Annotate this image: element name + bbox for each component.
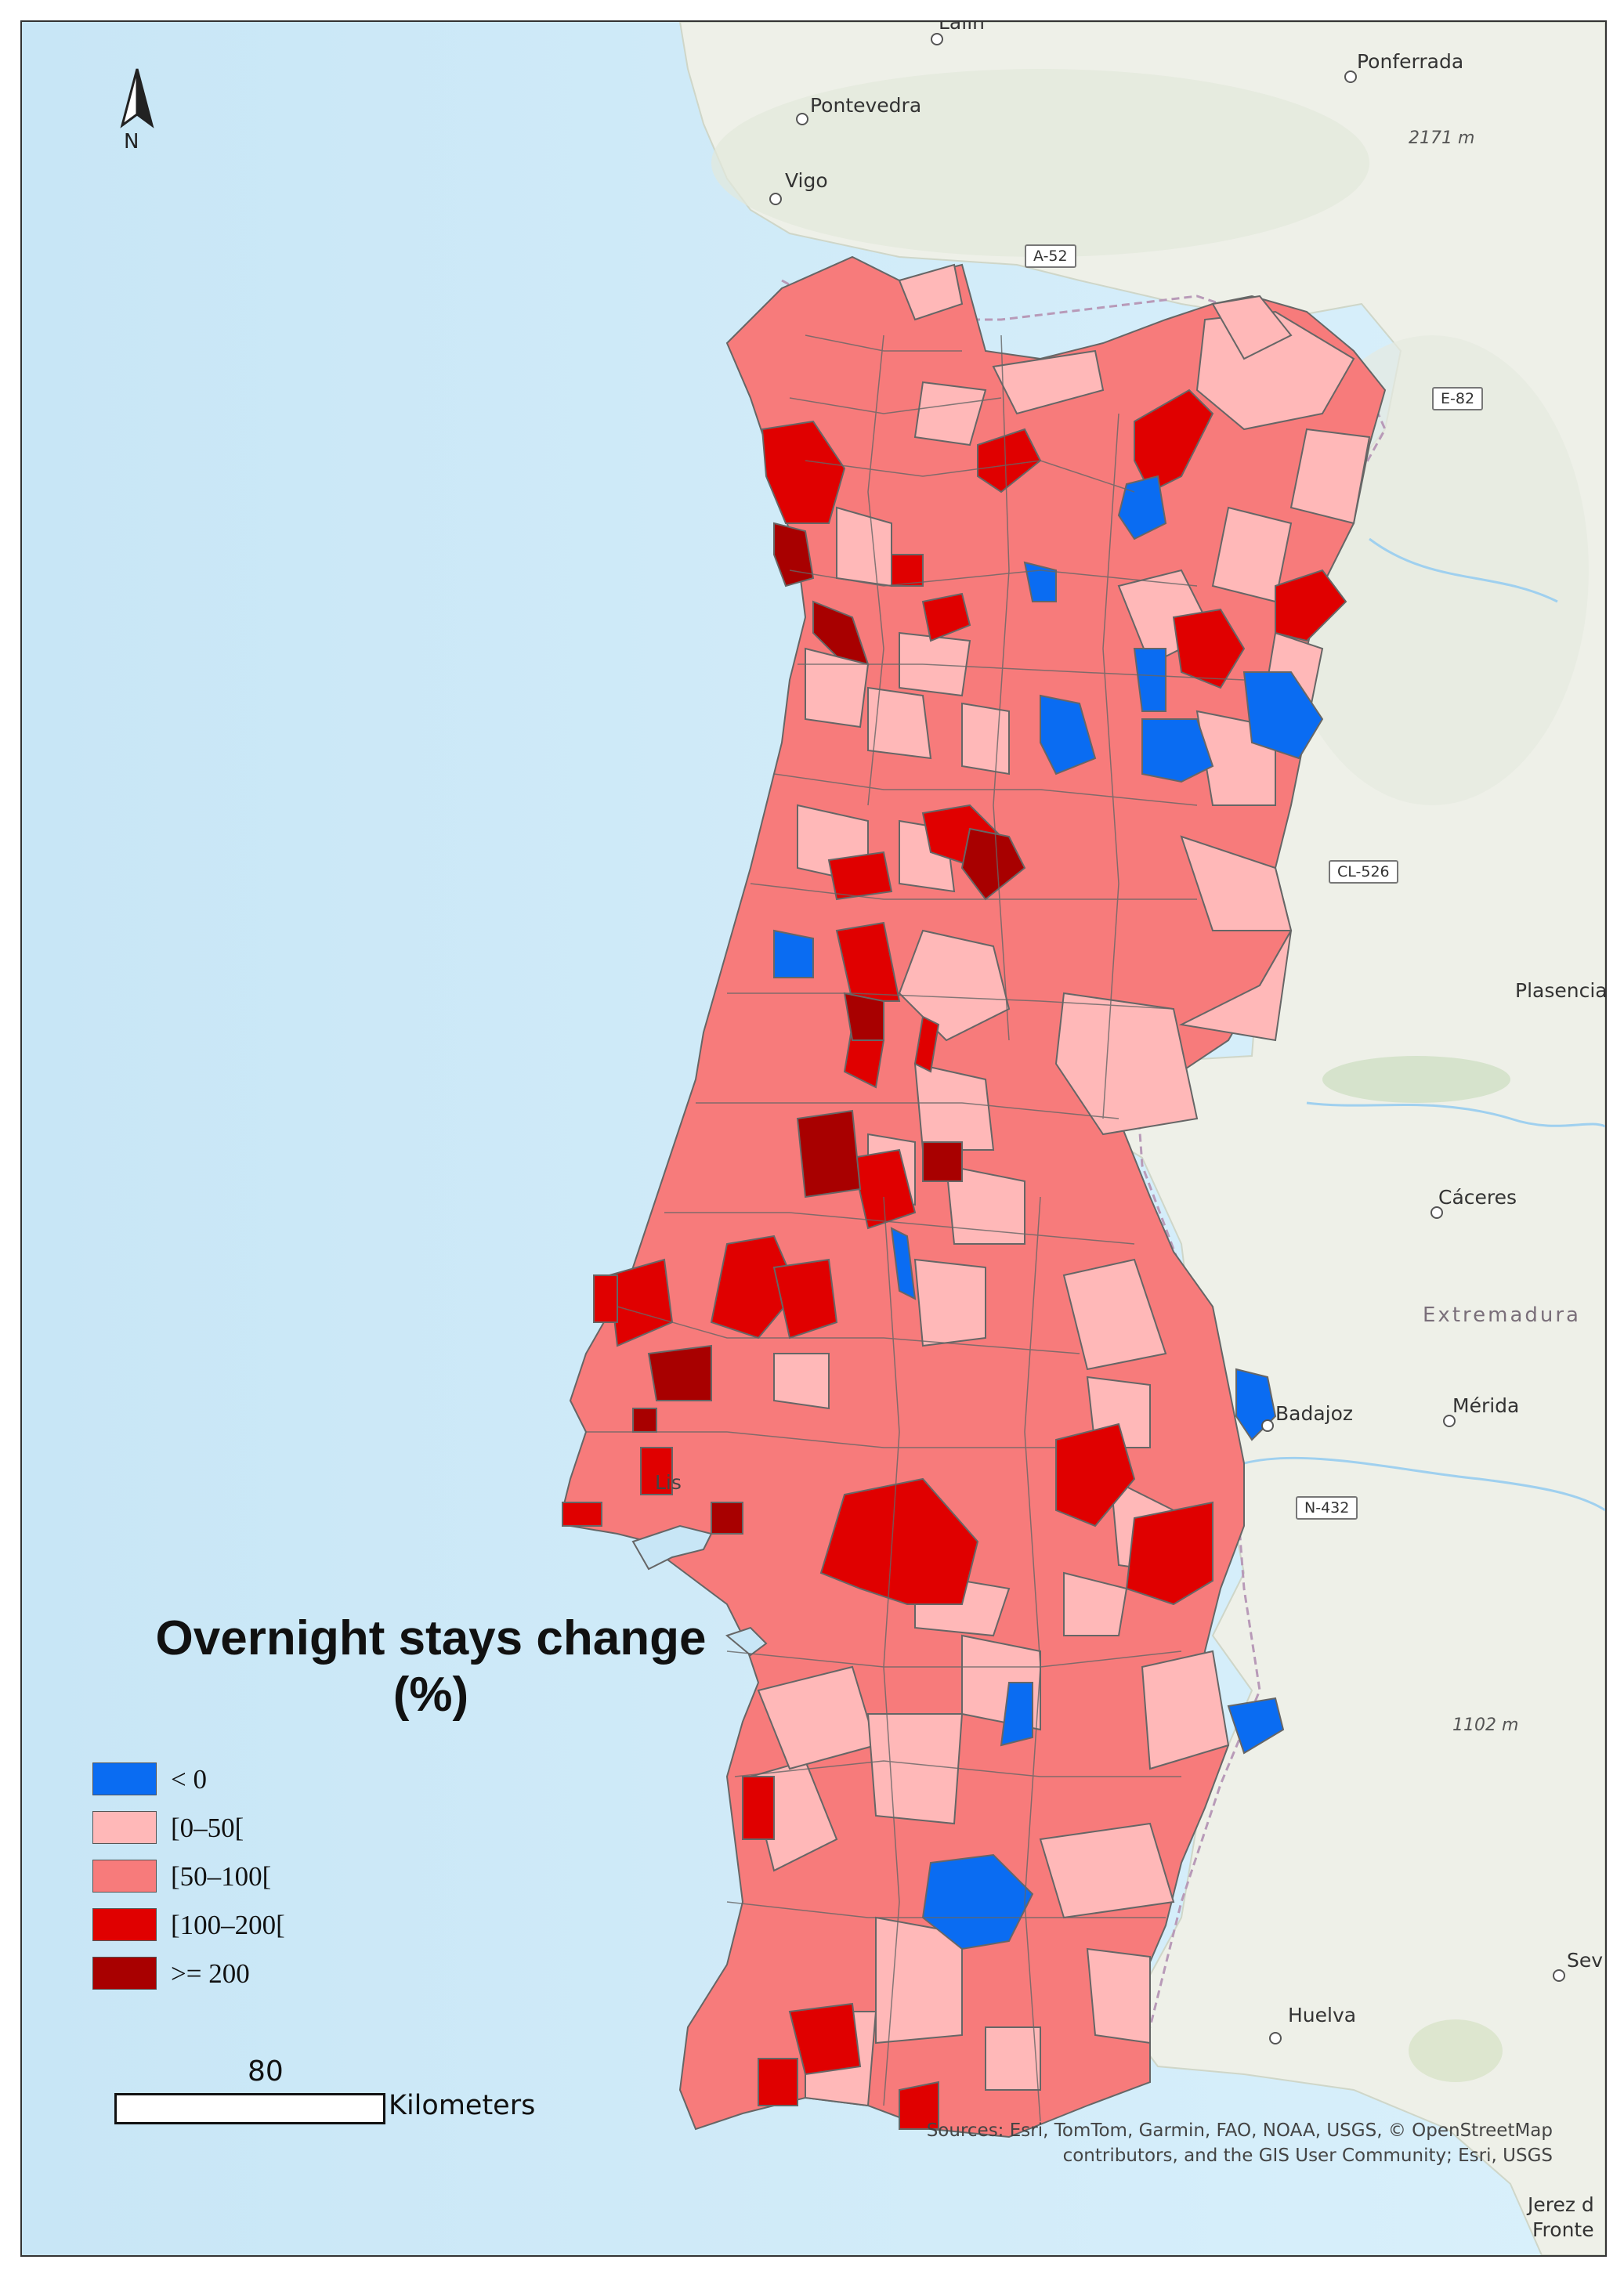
legend-title-line1: Overnight stays change	[155, 1611, 707, 1665]
place-huelva: Huelva	[1288, 2004, 1357, 2026]
scale-value: 80	[248, 2055, 284, 2088]
legend-swatch	[92, 1762, 157, 1795]
north-label: N	[124, 130, 139, 154]
city-dot-sevilla	[1553, 1969, 1565, 1982]
class-200-plus-regions	[632, 522, 1026, 1535]
map-frame: Lalin Ponferrada Pontevedra 2171 m Vigo …	[20, 20, 1607, 2257]
place-lalin: Lalin	[939, 20, 985, 34]
legend-swatch	[92, 1957, 157, 1990]
legend-swatch	[92, 1811, 157, 1844]
city-dot-pontevedra	[796, 113, 808, 125]
map-canvas	[22, 22, 1605, 2255]
tagus-estuary	[631, 1524, 713, 1571]
scale-unit: Kilometers	[389, 2090, 536, 2121]
scale-bar	[114, 2093, 385, 2124]
place-jerez-line1: Jerez d	[1528, 2193, 1594, 2216]
legend-label: [0–50[	[171, 1813, 244, 1843]
city-dot-ponferrada	[1344, 70, 1357, 83]
city-dot-vigo	[769, 193, 782, 205]
place-extremadura: Extremadura	[1423, 1303, 1581, 1327]
road-shield-e82: E-82	[1432, 387, 1484, 410]
legend-swatch	[92, 1860, 157, 1893]
place-pontevedra: Pontevedra	[810, 94, 922, 117]
place-caceres: Cáceres	[1438, 1186, 1517, 1209]
legend-label: [100–200[	[171, 1910, 285, 1940]
north-arrow-icon	[120, 68, 154, 128]
road-shield-a52: A-52	[1025, 244, 1076, 268]
legend-title: Overnight stays change (%)	[133, 1611, 729, 1723]
attribution-line1: Sources: Esri, TomTom, Garmin, FAO, NOAA…	[926, 2120, 1553, 2141]
legend-label: < 0	[171, 1764, 207, 1795]
place-plasencia: Plasencia	[1515, 979, 1607, 1002]
city-dot-caceres	[1430, 1206, 1443, 1219]
road-shield-n432: N-432	[1296, 1496, 1358, 1520]
city-dot-huelva	[1269, 2032, 1282, 2044]
legend-title-line2: (%)	[392, 1668, 469, 1722]
municipal-boundaries	[586, 334, 1245, 2122]
sado-estuary	[725, 1626, 768, 1657]
place-peak-1102: 1102 m	[1452, 1715, 1519, 1735]
road-shield-cl526: CL-526	[1329, 860, 1398, 884]
place-ponferrada: Ponferrada	[1357, 50, 1464, 73]
city-dot-merida	[1443, 1415, 1456, 1427]
attribution: Sources: Esri, TomTom, Garmin, FAO, NOAA…	[879, 2118, 1553, 2168]
legend-swatch	[92, 1908, 157, 1941]
city-dot-lalin	[931, 33, 943, 45]
place-merida: Mérida	[1452, 1394, 1520, 1417]
place-sevilla: Sev	[1567, 1949, 1604, 1972]
place-jerez-line2: Fronte	[1532, 2218, 1594, 2241]
place-lisboa: Lis	[655, 1471, 682, 1494]
legend-label: [50–100[	[171, 1861, 272, 1892]
place-vigo: Vigo	[785, 169, 828, 192]
class-100-200-regions	[562, 389, 1347, 2130]
place-badajoz: Badajoz	[1275, 1402, 1354, 1425]
attribution-line2: contributors, and the GIS User Community…	[1062, 2146, 1553, 2166]
legend-label: >= 200	[171, 1958, 250, 1989]
city-dot-badajoz	[1261, 1419, 1274, 1432]
place-peak-2171: 2171 m	[1409, 128, 1475, 148]
